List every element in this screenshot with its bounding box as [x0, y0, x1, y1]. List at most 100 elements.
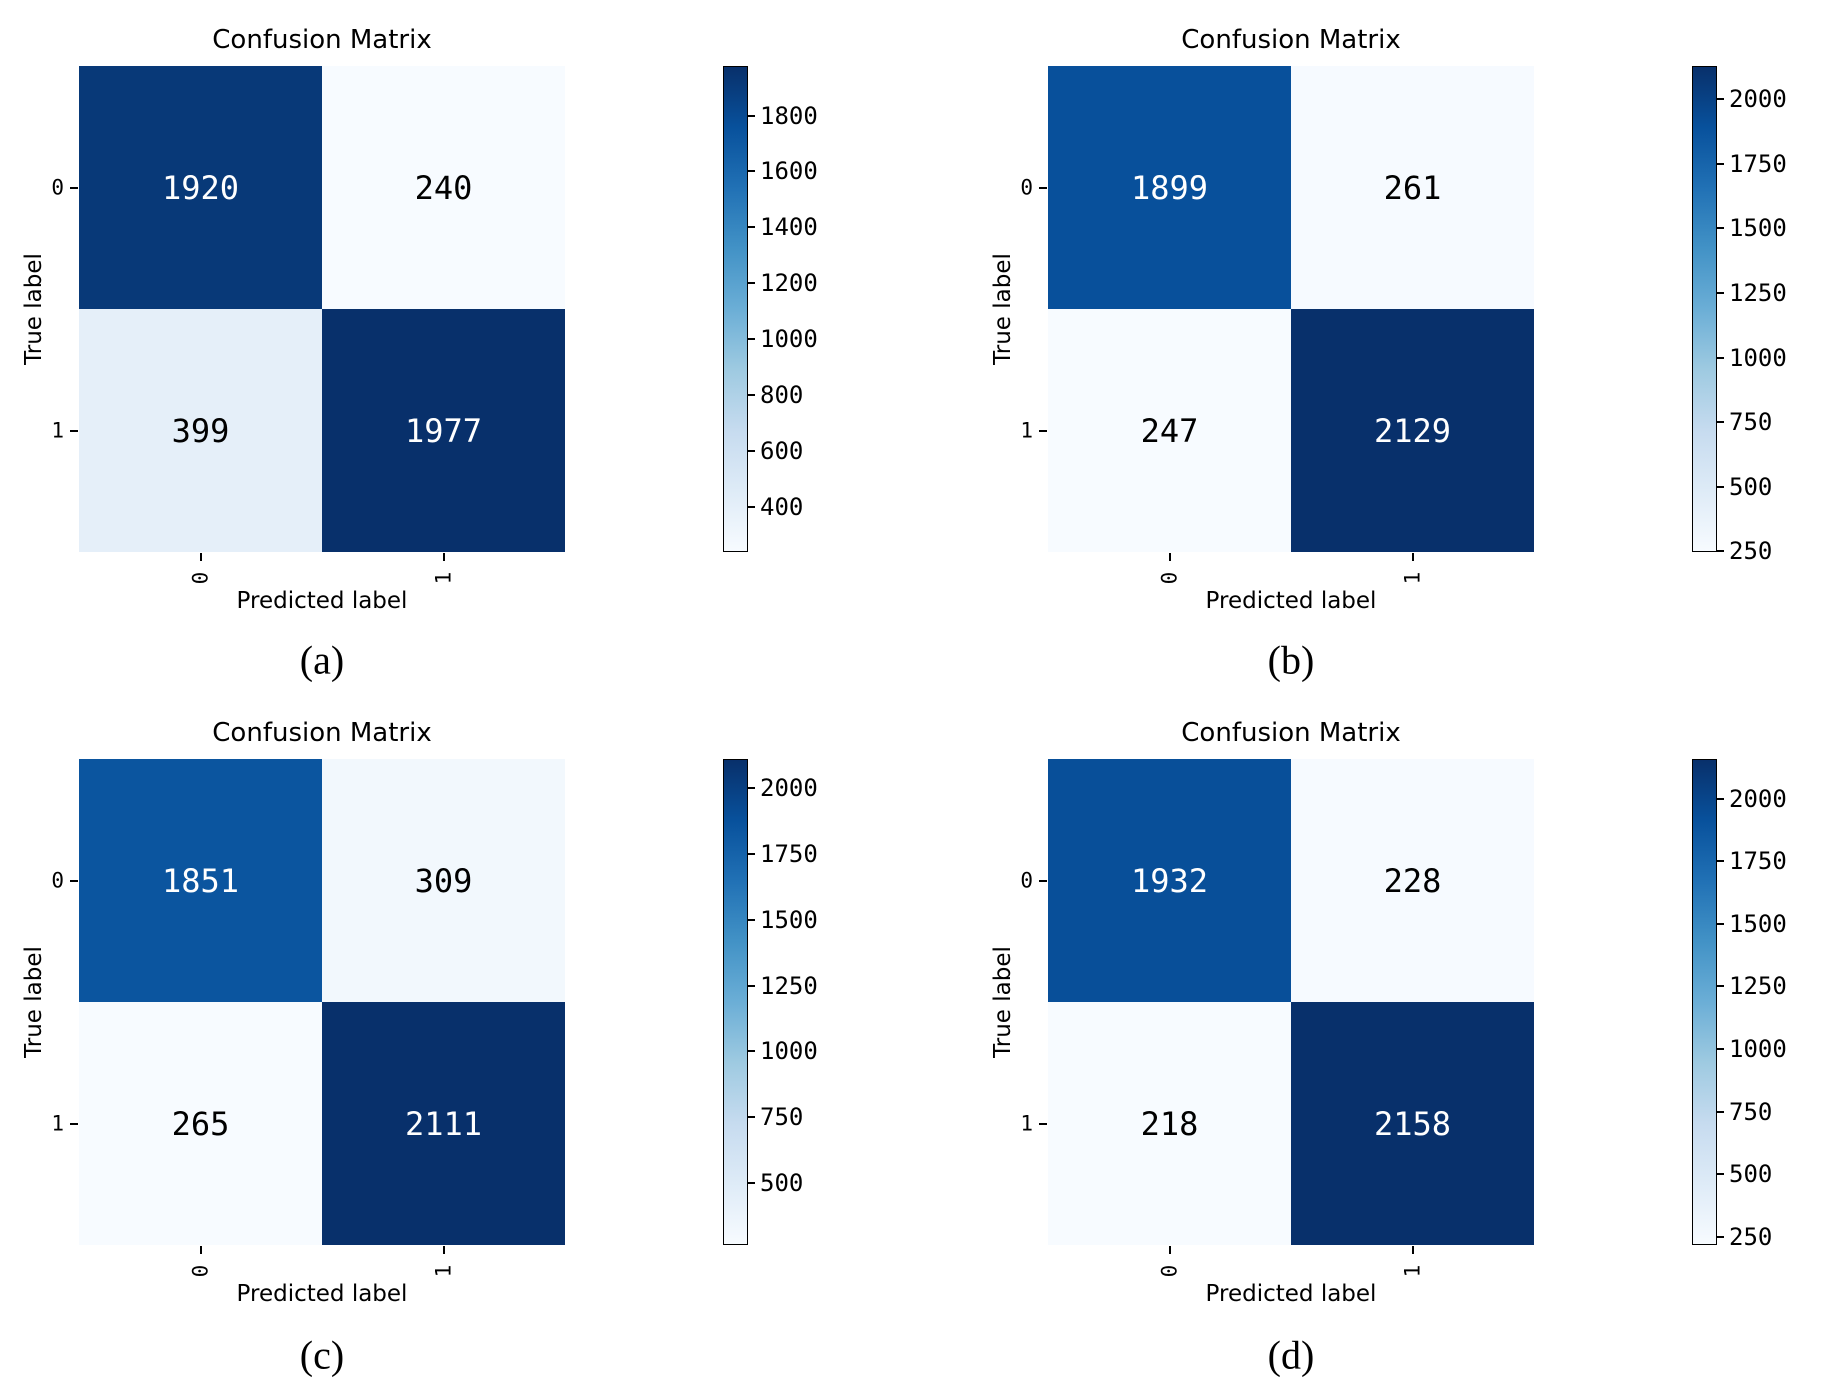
- panel-caption-b: (b): [1267, 637, 1315, 683]
- panel-title: Confusion Matrix: [212, 25, 432, 55]
- x-tick-mark: [1168, 553, 1171, 561]
- panel-caption-a: (a): [299, 637, 345, 683]
- x-tick-mark: [442, 553, 445, 561]
- heatmap-cell-r1c1: 2158: [1291, 1002, 1534, 1245]
- colorbar-tick-mark: [1717, 356, 1724, 359]
- cell-value: 240: [414, 168, 473, 207]
- colorbar-tick-label: 1600: [760, 157, 818, 186]
- colorbar-tick-label: 500: [760, 1169, 804, 1198]
- colorbar-tick-label: 1250: [760, 971, 818, 1000]
- colorbar-tick-label: 250: [1729, 537, 1773, 566]
- x-tick-mark: [1411, 1246, 1414, 1254]
- x-tick-mark: [1411, 553, 1414, 561]
- colorbar-tick-mark: [1717, 860, 1724, 863]
- x-axis-label: Predicted label: [236, 588, 408, 614]
- colorbar-tick-label: 2000: [1729, 85, 1787, 114]
- cell-value: 228: [1383, 861, 1442, 900]
- heatmap-cell-r1c1: 2111: [322, 1002, 565, 1245]
- y-tick-mark: [70, 429, 78, 432]
- y-axis-label: True label: [21, 946, 47, 1058]
- colorbar-tick-label: 250: [1729, 1222, 1773, 1251]
- colorbar-tick-label: 750: [1729, 1097, 1773, 1126]
- heatmap-cell-r1c0: 247: [1048, 309, 1291, 552]
- panel-title: Confusion Matrix: [1181, 25, 1401, 55]
- heatmap-cell-r0c0: 1899: [1048, 66, 1291, 309]
- colorbar-tick-mark: [1717, 227, 1724, 230]
- x-axis-label: Predicted label: [1205, 588, 1377, 614]
- x-tick-label-0: 0: [1157, 1264, 1181, 1278]
- y-axis-label: True label: [990, 946, 1016, 1058]
- cell-value: 309: [414, 861, 473, 900]
- cell-value: 1920: [161, 168, 240, 207]
- colorbar-tick-label: 2000: [1729, 784, 1787, 813]
- x-tick-mark: [1168, 1246, 1171, 1254]
- y-tick-mark: [1039, 879, 1047, 882]
- x-tick-mark: [199, 553, 202, 561]
- x-axis-label: Predicted label: [1205, 1281, 1377, 1307]
- colorbar-tick-label: 750: [760, 1103, 804, 1132]
- x-tick-label-1: 1: [1400, 571, 1424, 585]
- colorbar-tick-mark: [748, 918, 755, 921]
- colorbar-tick-mark: [1717, 485, 1724, 488]
- y-axis-label: True label: [21, 253, 47, 365]
- colorbar-tick-mark: [1717, 162, 1724, 165]
- cell-value: 1932: [1130, 861, 1209, 900]
- colorbar-tick-mark: [748, 450, 755, 453]
- heatmap-cell-r1c0: 399: [79, 309, 322, 552]
- panel-title: Confusion Matrix: [212, 718, 432, 748]
- colorbar-tick-mark: [1717, 1110, 1724, 1113]
- colorbar-tick-label: 1750: [1729, 149, 1787, 178]
- colorbar-tick-label: 1400: [760, 213, 818, 242]
- y-tick-mark: [70, 1122, 78, 1125]
- colorbar-tick-label: 1000: [760, 325, 818, 354]
- colorbar-tick-label: 500: [1729, 472, 1773, 501]
- cell-value: 1899: [1130, 168, 1209, 207]
- y-tick-label-1: 1: [1020, 418, 1033, 442]
- colorbar-tick-mark: [748, 282, 755, 285]
- colorbar-tick-label: 1000: [1729, 1035, 1787, 1064]
- colorbar: [723, 759, 748, 1245]
- y-axis-label: True label: [990, 253, 1016, 365]
- panel-caption-d: (d): [1267, 1332, 1315, 1378]
- colorbar-tick-label: 1250: [1729, 278, 1787, 307]
- x-axis-label: Predicted label: [236, 1281, 408, 1307]
- cell-value: 1851: [161, 861, 240, 900]
- colorbar-tick-mark: [1717, 922, 1724, 925]
- colorbar-tick-mark: [748, 506, 755, 509]
- y-tick-label-1: 1: [51, 1111, 64, 1135]
- x-tick-label-0: 0: [188, 1264, 212, 1278]
- cell-value: 247: [1140, 411, 1199, 450]
- colorbar-tick-label: 1750: [760, 840, 818, 869]
- colorbar-tick-mark: [748, 1116, 755, 1119]
- x-tick-label-1: 1: [1400, 1264, 1424, 1278]
- heatmap-cell-r0c1: 228: [1291, 759, 1534, 1002]
- colorbar-tick-mark: [1717, 291, 1724, 294]
- colorbar-tick-label: 600: [760, 437, 804, 466]
- x-tick-label-0: 0: [188, 571, 212, 585]
- colorbar-tick-mark: [748, 114, 755, 117]
- heatmap-cell-r1c0: 265: [79, 1002, 322, 1245]
- colorbar-tick-mark: [748, 853, 755, 856]
- colorbar-tick-label: 1800: [760, 101, 818, 130]
- y-tick-mark: [1039, 1122, 1047, 1125]
- colorbar-tick-mark: [748, 787, 755, 790]
- colorbar-tick-label: 1200: [760, 269, 818, 298]
- heatmap-cell-r1c1: 2129: [1291, 309, 1534, 552]
- cell-value: 265: [171, 1104, 230, 1143]
- y-tick-mark: [1039, 429, 1047, 432]
- y-tick-label-0: 0: [1020, 868, 1033, 892]
- y-tick-label-1: 1: [51, 418, 64, 442]
- panel-title: Confusion Matrix: [1181, 718, 1401, 748]
- y-tick-mark: [70, 186, 78, 189]
- x-tick-label-0: 0: [1157, 571, 1181, 585]
- colorbar-tick-mark: [1717, 797, 1724, 800]
- colorbar-tick-mark: [748, 394, 755, 397]
- colorbar-tick-label: 1750: [1729, 847, 1787, 876]
- colorbar-tick-label: 1500: [1729, 214, 1787, 243]
- heatmap-cell-r0c0: 1851: [79, 759, 322, 1002]
- colorbar-tick-label: 2000: [760, 774, 818, 803]
- colorbar-tick-mark: [748, 170, 755, 173]
- colorbar-tick-mark: [1717, 98, 1724, 101]
- colorbar-tick-label: 1000: [760, 1037, 818, 1066]
- colorbar-tick-label: 1000: [1729, 343, 1787, 372]
